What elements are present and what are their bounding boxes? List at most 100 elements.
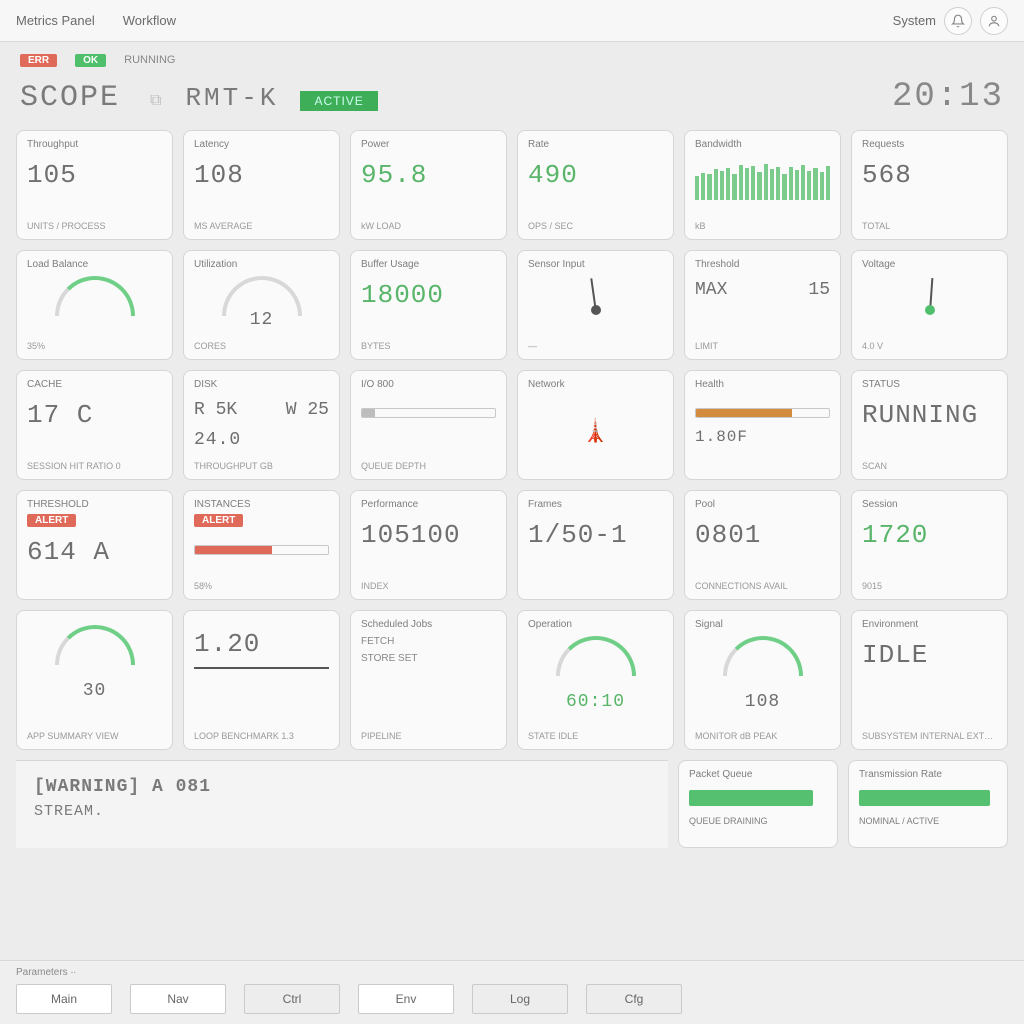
card-sub: SCAN (862, 461, 997, 471)
log-line-2: STREAM. (34, 803, 650, 820)
card-label: Frames (528, 499, 663, 510)
card-value: 1/50-1 (528, 520, 663, 550)
card-r5c5[interactable]: Signal108MONITOR dB PEAK (684, 610, 841, 750)
card-sub: SUBSYSTEM INTERNAL EXTERNAL (862, 731, 997, 741)
card-sub: THROUGHPUT GB (194, 461, 329, 471)
card-value: 30 (27, 681, 162, 701)
card-r2c4[interactable]: Sensor Input — (517, 250, 674, 360)
user-icon[interactable] (980, 7, 1008, 35)
card-r1c1[interactable]: Throughput105UNITS / PROCESS (16, 130, 173, 240)
card-value: 18000 (361, 280, 496, 310)
card-r4c3[interactable]: Performance105100INDEX (350, 490, 507, 600)
mini-sub: QUEUE DRAINING (689, 816, 827, 826)
card-r2c2[interactable]: Utilization12CORES (183, 250, 340, 360)
card-sub: APP SUMMARY VIEW (27, 731, 162, 741)
card-sub: PIPELINE (361, 731, 496, 741)
needle-gauge (528, 270, 663, 312)
card-label: Load Balance (27, 259, 162, 270)
footer-buttons: Main Nav Ctrl Env Log Cfg (16, 984, 1008, 1014)
card-label: Buffer Usage (361, 259, 496, 270)
card-label: Power (361, 139, 496, 150)
card-r2c6[interactable]: Voltage 4.0 V (851, 250, 1008, 360)
card-sub: 4.0 V (862, 341, 997, 351)
card-r3c1[interactable]: CACHE17 CSESSION HIT RATIO 0 (16, 370, 173, 480)
card-r5c3[interactable]: Scheduled JobsFETCHSTORE SETPIPELINE (350, 610, 507, 750)
mini-bar (689, 790, 813, 806)
hbar (361, 408, 496, 418)
sparkline (695, 156, 830, 200)
card-r1c3[interactable]: Power95.8kW LOAD (350, 130, 507, 240)
title-chip: ACTIVE (300, 91, 377, 111)
footer-btn-nav[interactable]: Nav (130, 984, 226, 1014)
card-r4c4[interactable]: Frames 1/50-1 (517, 490, 674, 600)
card-label: Rate (528, 139, 663, 150)
card-value: 614 A (27, 537, 162, 567)
footer-btn-log[interactable]: Log (472, 984, 568, 1014)
title-code: RMT-K (185, 83, 278, 113)
card-r2c5[interactable]: ThresholdMAX15LIMIT (684, 250, 841, 360)
card-label: Sensor Input (528, 259, 663, 270)
mini-bar (859, 790, 990, 806)
card-value: 1.20 (194, 629, 329, 659)
card-r5c4[interactable]: Operation60:10STATE IDLE (517, 610, 674, 750)
card-r5c2[interactable]: 1.20LOOP BENCHMARK 1.3 (183, 610, 340, 750)
card-r2c3[interactable]: Buffer Usage18000BYTES (350, 250, 507, 360)
header-action[interactable]: System (893, 13, 936, 28)
list-item: FETCH (361, 636, 496, 647)
card-r5c1[interactable]: 30 APP SUMMARY VIEW (16, 610, 173, 750)
card-r1c2[interactable]: Latency108MS AVERAGE (183, 130, 340, 240)
card-label: Throughput (27, 139, 162, 150)
mini-card-0[interactable]: Packet Queue QUEUE DRAINING (678, 760, 838, 848)
card-r3c5[interactable]: Health1.80F (684, 370, 841, 480)
title-glyph-icon: ⧉ (150, 92, 161, 110)
nav-metrics[interactable]: Metrics Panel (16, 13, 95, 28)
card-sub: INDEX (361, 581, 496, 591)
card-r2c1[interactable]: Load Balance 35% (16, 250, 173, 360)
card-r4c6[interactable]: Session17209015 (851, 490, 1008, 600)
needle-gauge (862, 270, 997, 312)
list-item: STORE SET (361, 653, 496, 664)
card-label: Voltage (862, 259, 997, 270)
card-sub: — (528, 341, 663, 351)
hbar (194, 545, 329, 555)
title-row: SCOPE ⧉ RMT-K ACTIVE 20:13 (0, 72, 1024, 130)
card-r3c2[interactable]: DISKR 5KW 2524.0THROUGHPUT GB (183, 370, 340, 480)
nav-workflow[interactable]: Workflow (123, 13, 176, 28)
card-label: CACHE (27, 379, 162, 390)
pair-row: MAX15 (695, 280, 830, 300)
card-r1c4[interactable]: Rate490OPS / SEC (517, 130, 674, 240)
tower-icon: 🗼 (528, 390, 663, 471)
card-r3c4[interactable]: Network🗼 (517, 370, 674, 480)
card-sub: QUEUE DEPTH (361, 461, 496, 471)
card-sub: UNITS / PROCESS (27, 221, 162, 231)
page-title: SCOPE (20, 81, 120, 115)
footer-btn-ctrl[interactable]: Ctrl (244, 984, 340, 1014)
footer-btn-env[interactable]: Env (358, 984, 454, 1014)
card-sub: STATE IDLE (528, 731, 663, 741)
bell-icon[interactable] (944, 7, 972, 35)
card-label: Network (528, 379, 663, 390)
pair-row: R 5KW 25 (194, 400, 329, 420)
hbar (695, 408, 830, 418)
card-r5c6[interactable]: EnvironmentIDLESUBSYSTEM INTERNAL EXTERN… (851, 610, 1008, 750)
footer-btn-cfg[interactable]: Cfg (586, 984, 682, 1014)
card-sub: 9015 (862, 581, 997, 591)
card-r1c5[interactable]: BandwidthkB (684, 130, 841, 240)
card-sub: TOTAL (862, 221, 997, 231)
card-sub: CORES (194, 341, 329, 351)
card-r4c5[interactable]: Pool0801CONNECTIONS AVAIL (684, 490, 841, 600)
card-r3c6[interactable]: STATUSRUNNINGSCAN (851, 370, 1008, 480)
footer-hint: Parameters ∙∙ (16, 967, 1008, 978)
card-r4c1[interactable]: THRESHOLDALERT614 A (16, 490, 173, 600)
card-r4c2[interactable]: INSTANCESALERT58% (183, 490, 340, 600)
footer-btn-main[interactable]: Main (16, 984, 112, 1014)
card-value: 95.8 (361, 160, 496, 190)
status-tag: RUNNING (124, 54, 175, 66)
card-value: RUNNING (862, 400, 997, 430)
card-sub: 35% (27, 341, 162, 351)
card-r3c3[interactable]: I/O 800QUEUE DEPTH (350, 370, 507, 480)
card-label: Pool (695, 499, 830, 510)
mini-label: Packet Queue (689, 769, 827, 780)
mini-card-1[interactable]: Transmission RateNOMINAL / ACTIVE (848, 760, 1008, 848)
card-r1c6[interactable]: Requests568TOTAL (851, 130, 1008, 240)
